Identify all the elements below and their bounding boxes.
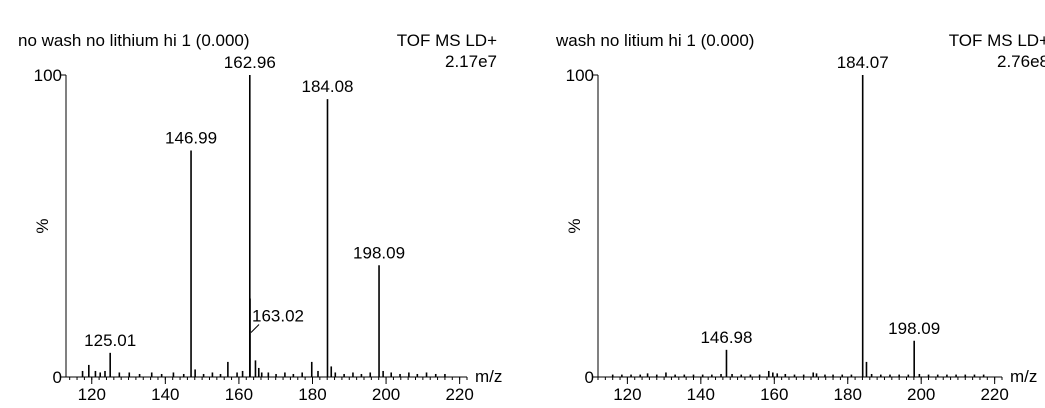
panel1-peak-label: 125.01 (84, 331, 136, 350)
panel2-peak-label: 198.09 (888, 319, 940, 338)
panel1-x-tick-label: 140 (151, 385, 179, 403)
panel2-x-tick-label: 160 (760, 385, 788, 403)
panel1-x-tick-label: 200 (372, 385, 400, 403)
panel1-title: no wash no lithium hi 1 (0.000) (18, 31, 250, 50)
panel2-y-tick-label: 100 (566, 66, 594, 85)
panel1-peak-label: 184.08 (301, 77, 353, 96)
panel1-x-tick-label: 220 (445, 385, 473, 403)
panel2-y-tick-label: 0 (585, 368, 594, 387)
panel2-y-axis-label: % (565, 218, 584, 233)
panel1-x-axis-label: m/z (475, 367, 502, 386)
panel2-x-axis-label: m/z (1010, 367, 1037, 386)
panel1-x-tick-label: 160 (225, 385, 253, 403)
panel1-peak-label: 198.09 (353, 243, 405, 262)
panel1-y-tick-label: 0 (53, 368, 62, 387)
panel2-x-tick-label: 140 (687, 385, 715, 403)
panel1-x-tick-label: 180 (298, 385, 326, 403)
panel1-y-tick-label: 100 (34, 66, 62, 85)
panel1-peak-label: 146.99 (165, 129, 217, 148)
panel1-annotation-leader (250, 324, 260, 333)
panel1-x-tick-label: 120 (78, 385, 106, 403)
panel1-instrument-label: TOF MS LD+ (397, 31, 497, 50)
panel1-intensity-label: 2.17e7 (445, 52, 497, 71)
panel2-instrument-label: TOF MS LD+ (949, 31, 1045, 50)
panel2-peak-label: 184.07 (837, 53, 889, 72)
panel2-peak-label: 146.98 (700, 328, 752, 347)
panel2-intensity-label: 2.76e8 (997, 52, 1045, 71)
panel2-x-tick-label: 220 (980, 385, 1008, 403)
panel1-peak-label: 162.96 (224, 53, 276, 72)
panel1-y-axis-label: % (33, 218, 52, 233)
panel2-x-tick-label: 120 (613, 385, 641, 403)
panel2-x-tick-label: 200 (907, 385, 935, 403)
panel2-x-tick-label: 180 (834, 385, 862, 403)
panel2-title: wash no litium hi 1 (0.000) (555, 31, 754, 50)
panel1-annotation-label: 163.02 (252, 306, 304, 325)
